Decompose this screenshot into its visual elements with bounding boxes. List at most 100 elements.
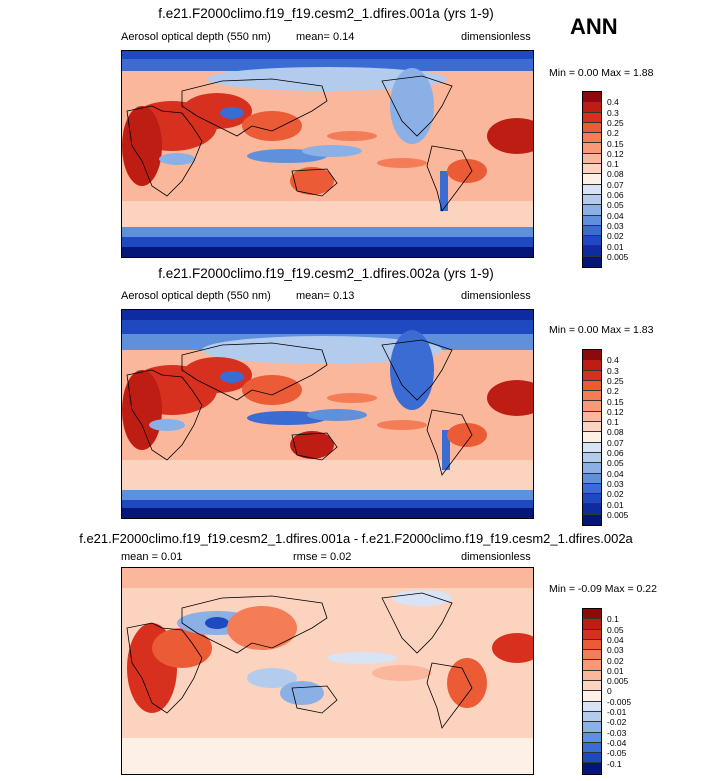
colorbar-swatch <box>583 763 601 774</box>
panel2-variable-label: Aerosol optical depth (550 nm) <box>121 290 271 302</box>
colorbar-tick-label: 0.2 <box>607 128 619 139</box>
colorbar-tick-label: 0.3 <box>607 365 619 376</box>
colorbar-swatch <box>583 473 601 484</box>
colorbar-swatch <box>583 483 601 495</box>
colorbar-swatch <box>583 639 601 651</box>
colorbar-tick-label: 0.2 <box>607 386 619 397</box>
colorbar-tick-label: 0.03 <box>607 478 624 489</box>
colorbar-swatch <box>583 670 601 682</box>
colorbar-tick-label: 0.03 <box>607 645 624 656</box>
colorbar-swatch <box>583 650 601 661</box>
colorbar-tick-label: 0.15 <box>607 138 624 149</box>
colorbar-tick-label: 0.12 <box>607 406 624 417</box>
colorbar-tick-label: -0.005 <box>607 696 632 707</box>
colorbar-swatch <box>583 92 601 103</box>
colorbar-swatch <box>583 256 601 268</box>
panel1-colorbar <box>582 91 602 269</box>
panel2-colorbar <box>582 349 602 527</box>
colorbar-swatch <box>583 463 601 474</box>
panel1-map <box>121 50 534 258</box>
colorbar-swatch <box>583 732 601 743</box>
panel3-units-label: dimensionless <box>461 551 531 563</box>
colorbar-swatch <box>583 401 601 412</box>
colorbar-tick-label: 0.08 <box>607 427 624 438</box>
colorbar-swatch <box>583 691 601 702</box>
colorbar-swatch <box>583 514 601 526</box>
colorbar-swatch <box>583 619 601 630</box>
colorbar-tick-label: 0.04 <box>607 634 624 645</box>
colorbar-tick-label: 0.02 <box>607 489 624 500</box>
colorbar-swatch <box>583 722 601 733</box>
colorbar-swatch <box>583 370 601 381</box>
colorbar-tick-label: 0.05 <box>607 458 624 469</box>
colorbar-swatch <box>583 225 601 237</box>
colorbar-swatch <box>583 102 601 113</box>
colorbar-swatch <box>583 452 601 464</box>
colorbar-tick-label: 0.01 <box>607 665 624 676</box>
colorbar-tick-label: 0.005 <box>607 251 629 262</box>
panel2-units-label: dimensionless <box>461 290 531 302</box>
colorbar-tick-label: 0.4 <box>607 355 619 366</box>
panel1-mean-label: mean= 0.14 <box>296 31 355 43</box>
colorbar-tick-label: 0.1 <box>607 159 619 170</box>
colorbar-swatch <box>583 122 601 134</box>
colorbar-tick-label: 0.08 <box>607 169 624 180</box>
panel3-title: f.e21.F2000climo.f19_f19.cesm2_1.dfires.… <box>79 531 633 546</box>
colorbar-swatch <box>583 164 601 175</box>
colorbar-tick-label: 0.1 <box>607 614 619 625</box>
colorbar-tick-label: 0.02 <box>607 655 624 666</box>
colorbar-tick-label: -0.01 <box>607 707 627 717</box>
colorbar-tick-label: 0.15 <box>607 396 624 407</box>
colorbar-swatch <box>583 742 601 754</box>
colorbar-tick-label: 0.04 <box>607 468 624 479</box>
colorbar-swatch <box>583 112 601 123</box>
panel1-minmax: Min = 0.00 Max = 1.88 <box>549 67 654 79</box>
colorbar-tick-label: 0.005 <box>607 676 629 687</box>
colorbar-tick-label: 0.05 <box>607 624 624 635</box>
colorbar-tick-label: 0.06 <box>607 448 624 458</box>
panel3-minmax: Min = -0.09 Max = 0.22 <box>549 583 657 595</box>
colorbar-swatch <box>583 205 601 216</box>
colorbar-swatch <box>583 246 601 257</box>
colorbar-swatch <box>583 143 601 154</box>
colorbar-swatch <box>583 753 601 764</box>
panel1-variable-label: Aerosol optical depth (550 nm) <box>121 31 271 43</box>
colorbar-tick-label: 0.01 <box>607 241 624 252</box>
colorbar-swatch <box>583 380 601 392</box>
colorbar-swatch <box>583 194 601 206</box>
colorbar-tick-label: 0.3 <box>607 107 619 118</box>
colorbar-tick-label: 0.1 <box>607 417 619 428</box>
colorbar-tick-label: 0 <box>607 686 612 697</box>
panel2-mean-label: mean= 0.13 <box>296 290 355 302</box>
colorbar-tick-label: 0.05 <box>607 200 624 211</box>
colorbar-tick-label: -0.04 <box>607 737 627 748</box>
colorbar-swatch <box>583 133 601 144</box>
colorbar-swatch <box>583 350 601 361</box>
colorbar-swatch <box>583 174 601 185</box>
panel3-mean-label: mean = 0.01 <box>121 551 183 563</box>
colorbar-swatch <box>583 681 601 692</box>
panel1-title: f.e21.F2000climo.f19_f19.cesm2_1.dfires.… <box>158 6 494 21</box>
colorbar-tick-label: 0.01 <box>607 499 624 510</box>
colorbar-tick-label: 0.005 <box>607 509 629 520</box>
colorbar-tick-label: 0.12 <box>607 148 624 159</box>
colorbar-swatch <box>583 701 601 712</box>
colorbar-swatch <box>583 504 601 515</box>
colorbar-swatch <box>583 660 601 671</box>
colorbar-swatch <box>583 629 601 640</box>
panel2-map <box>121 309 534 519</box>
colorbar-swatch <box>583 411 601 423</box>
colorbar-tick-label: -0.05 <box>607 748 627 759</box>
colorbar-tick-label: 0.04 <box>607 210 624 221</box>
colorbar-tick-label: 0.03 <box>607 220 624 231</box>
panel2-title: f.e21.F2000climo.f19_f19.cesm2_1.dfires.… <box>158 266 494 281</box>
colorbar-tick-label: 0.06 <box>607 190 624 200</box>
colorbar-tick-label: 0.25 <box>607 375 624 386</box>
colorbar-tick-label: -0.1 <box>607 758 622 769</box>
colorbar-swatch <box>583 442 601 453</box>
colorbar-tick-label: -0.03 <box>607 727 627 738</box>
colorbar-swatch <box>583 360 601 371</box>
colorbar-tick-label: -0.02 <box>607 717 627 728</box>
colorbar-swatch <box>583 432 601 443</box>
colorbar-swatch <box>583 494 601 505</box>
